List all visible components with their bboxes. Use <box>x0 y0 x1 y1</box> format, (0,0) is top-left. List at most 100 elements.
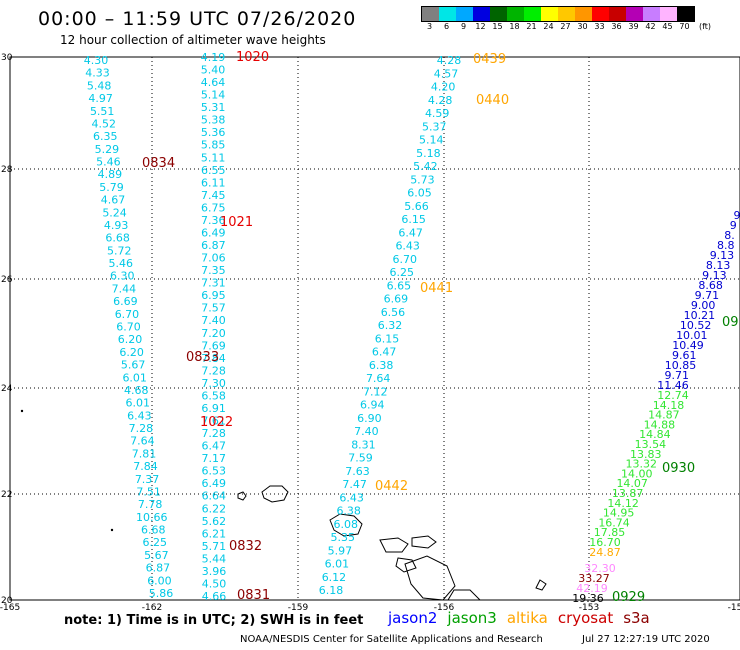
wave-height-value: 7.84 <box>201 352 226 365</box>
wave-height-value: 7.31 <box>201 277 226 290</box>
wave-height-value: 7.57 <box>201 302 226 315</box>
wave-height-value: 5.85 <box>201 139 226 152</box>
wave-height-value: 5.97 <box>328 544 353 557</box>
pass-time-label: 1022 <box>200 415 233 430</box>
island-dot <box>110 528 114 532</box>
wave-height-value: 7.59 <box>348 452 373 465</box>
wave-height-value: 4.67 <box>101 194 126 207</box>
colorbar-tick-label: 30 <box>577 22 588 31</box>
colorbar-swatch <box>524 7 541 21</box>
wave-height-value: 7.64 <box>130 435 155 448</box>
wave-height-value: 7.64 <box>366 372 391 385</box>
pass-time-label: 0930 <box>662 461 695 476</box>
pass-time-label: 0441 <box>420 281 453 296</box>
wave-height-value: 4.57 <box>434 67 459 80</box>
wave-height-value: 4.33 <box>85 67 110 80</box>
wave-height-value: 6.90 <box>357 412 382 425</box>
wave-height-value: 11.46 <box>657 379 689 392</box>
wave-height-value: 6.01 <box>126 397 151 410</box>
colorbar-unit: (ft) <box>698 22 712 31</box>
colorbar-tick-label: 15 <box>492 22 503 31</box>
island-outline <box>395 557 417 573</box>
wave-height-value: 5.11 <box>201 151 226 164</box>
colorbar-tick-label: 42 <box>645 22 656 31</box>
wave-height-value: 7.84 <box>133 460 158 473</box>
wave-height-value: 6.00 <box>147 574 172 587</box>
satellite-legend: jason2 jason3 altika cryosat s3a <box>388 609 660 627</box>
wave-height-value: 6.64 <box>202 490 227 503</box>
satellite-legend-item: cryosat <box>557 609 614 627</box>
colorbar-tick-label: 3 <box>426 22 433 31</box>
latitude-label: 30 <box>1 53 13 63</box>
wave-height-value: 7.28 <box>129 422 154 435</box>
wave-height-value: 5.48 <box>87 79 112 92</box>
longitude-label: -156 <box>434 603 455 613</box>
wave-height-value: 8.31 <box>351 438 376 451</box>
wave-height-value: 9.61 <box>672 349 697 362</box>
wave-height-value: 4.66 <box>202 590 227 603</box>
wave-height-value: 6.22 <box>202 502 227 515</box>
generated-timestamp: Jul 27 12:27:19 UTC 2020 <box>582 634 710 645</box>
pass-time-labels: 1020 0834 1021 0833 1022 0832 0831 0439 0440 0441… <box>142 50 739 605</box>
footer-note: note: 1) Time is in UTC; 2) SWH is in fe… <box>64 613 364 628</box>
wave-height-value: 7.51 <box>136 485 161 498</box>
graticule <box>9 56 740 601</box>
wave-height-value: 6.25 <box>390 266 415 279</box>
wave-height-value: 5.72 <box>107 244 132 257</box>
wave-height-value: 5.38 <box>201 114 226 127</box>
wave-height-value: 9.71 <box>695 289 720 302</box>
pass-time-label: 1021 <box>220 215 253 230</box>
wave-height-value: 6.55 <box>201 164 226 177</box>
wave-height-value: 6.47 <box>398 226 423 239</box>
wave-height-value: 7.06 <box>201 252 226 265</box>
wave-height-value: 16.70 <box>589 536 621 549</box>
wave-height-value: 6.05 <box>407 187 432 200</box>
wave-height-value: 6.38 <box>369 359 394 372</box>
colorbar-swatch <box>456 7 473 21</box>
colorbar-swatch <box>575 7 592 21</box>
wave-height-value: 6.70 <box>393 253 418 266</box>
pass-time-label: 1020 <box>236 50 269 65</box>
wave-height-value: 9.13 <box>710 249 735 262</box>
wave-height-value: 10.85 <box>665 359 697 372</box>
island-outline <box>329 513 363 537</box>
colorbar-swatch <box>541 7 558 21</box>
wave-height-value: 7.40 <box>201 314 226 327</box>
island-outline <box>447 589 482 601</box>
wave-height-value: 6.68 <box>105 232 130 245</box>
wave-height-value: 24.87 <box>589 546 621 559</box>
island-dot <box>20 409 24 413</box>
wave-height-value: 6.68 <box>141 524 166 537</box>
wave-height-value: 7.69 <box>201 339 226 352</box>
wave-height-value: 6.47 <box>201 440 226 453</box>
island-outline <box>535 579 547 591</box>
wave-height-value: 6.75 <box>201 201 226 214</box>
coastlines <box>20 409 547 601</box>
wave-height-value: 6.20 <box>118 333 143 346</box>
satellite-legend-item: s3a <box>623 609 650 627</box>
wave-height-value: 4.19 <box>201 51 226 64</box>
wave-height-value: 6.43 <box>339 491 364 504</box>
wave-height-value: 5.46 <box>96 156 121 169</box>
colorbar-swatch <box>626 7 643 21</box>
wave-height-value: 6.18 <box>319 584 344 597</box>
wave-height-value: 4.52 <box>91 117 116 130</box>
colorbar-swatch <box>643 7 660 21</box>
wave-height-value: 14.95 <box>603 507 635 520</box>
colorbar-swatch <box>660 7 677 21</box>
wave-height-value: 6.49 <box>201 226 226 239</box>
wave-height-value: 6.25 <box>143 536 168 549</box>
wave-height-value: 7.61 <box>201 415 226 428</box>
wave-height-value: 6.69 <box>384 293 409 306</box>
wave-height-value: 5.62 <box>202 515 227 528</box>
colorbar-tick-label: 33 <box>594 22 605 31</box>
latitude-label: 20 <box>1 596 13 606</box>
latitude-label: 22 <box>1 490 12 500</box>
colorbar <box>421 6 695 22</box>
wave-height-value: 9.71 <box>665 369 690 382</box>
map-frame <box>9 56 740 601</box>
wave-height-value: 6.38 <box>336 505 361 518</box>
wave-height-value: 4.64 <box>201 76 226 89</box>
wave-height-value: 5.18 <box>416 147 441 160</box>
map-title: 00:00 – 11:59 UTC 07/26/2020 <box>38 8 357 30</box>
